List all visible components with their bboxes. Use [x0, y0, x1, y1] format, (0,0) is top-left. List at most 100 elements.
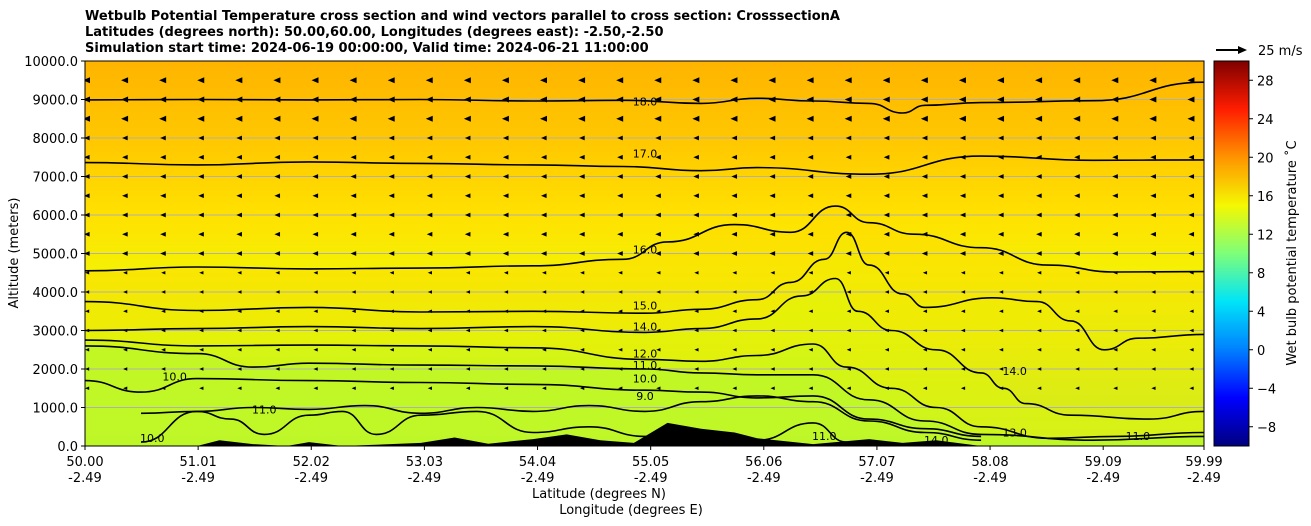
- wind-vector: [656, 347, 661, 352]
- wind-vector: [197, 115, 205, 122]
- quiver-key-arrowhead-icon: [1238, 46, 1247, 54]
- wind-vector: [1037, 367, 1042, 371]
- contour-line-15.0: [85, 231, 1204, 351]
- wind-vector: [846, 270, 851, 275]
- wind-vector: [920, 96, 928, 103]
- wind-vector: [350, 193, 357, 199]
- wind-vector: [883, 135, 890, 141]
- wind-vector: [351, 290, 356, 294]
- contour-label: 11.0: [1126, 430, 1151, 443]
- wind-vector: [692, 115, 700, 122]
- wind-vector: [85, 270, 90, 275]
- wind-vector: [1036, 251, 1042, 256]
- wind-vector: [313, 309, 318, 314]
- wind-vector: [998, 174, 1004, 179]
- wind-vector: [388, 231, 395, 237]
- wind-vector: [313, 347, 318, 352]
- wind-vector: [313, 290, 318, 294]
- wind-vector: [618, 309, 623, 314]
- wind-vector: [160, 251, 166, 256]
- wind-vector: [579, 251, 585, 256]
- wind-vector: [427, 290, 432, 294]
- wind-vector: [85, 96, 90, 103]
- wind-vector: [960, 367, 966, 371]
- wind-vector: [769, 193, 776, 199]
- wind-vector: [770, 386, 775, 391]
- wind-vector: [579, 193, 585, 199]
- wind-vector: [464, 193, 471, 199]
- wind-vector: [1075, 290, 1080, 294]
- wind-vector: [123, 386, 128, 391]
- wind-vector: [1074, 154, 1080, 160]
- wind-vector: [1074, 212, 1080, 218]
- wind-vector: [1151, 270, 1156, 275]
- wind-vector: [921, 135, 928, 141]
- wind-vector: [1187, 96, 1195, 103]
- wind-vector: [692, 96, 700, 103]
- wind-vector: [580, 347, 585, 352]
- wind-vector: [312, 193, 319, 199]
- contour-label: 16.0: [633, 244, 658, 257]
- wind-vector: [959, 135, 966, 141]
- wind-vector: [693, 135, 699, 141]
- wind-vector: [768, 96, 776, 103]
- wind-vector: [922, 290, 928, 294]
- wind-vector: [730, 96, 738, 103]
- x-tick-label-lat: 59.99: [1185, 455, 1222, 470]
- wind-vector: [1150, 154, 1156, 160]
- wind-vector: [1151, 290, 1156, 294]
- wind-vector: [313, 270, 318, 275]
- wind-vector: [236, 251, 242, 256]
- wind-vector: [846, 328, 851, 333]
- colorbar-tick-label: 16: [1257, 190, 1274, 205]
- wind-vector: [275, 386, 280, 391]
- wind-vector: [882, 77, 890, 84]
- wind-vector: [654, 77, 662, 84]
- wind-vector: [1073, 77, 1081, 84]
- wind-vector: [85, 231, 90, 237]
- wind-vector: [616, 96, 624, 103]
- wind-vector: [656, 290, 661, 294]
- wind-vector: [656, 270, 661, 275]
- wind-vector: [617, 154, 623, 160]
- wind-vector: [273, 77, 281, 84]
- wind-vector: [1113, 328, 1118, 333]
- wind-vector: [1035, 115, 1043, 122]
- wind-vector: [161, 328, 166, 333]
- wind-vector: [123, 347, 128, 352]
- wind-vector: [578, 77, 586, 84]
- wind-vector: [732, 386, 737, 391]
- wind-vector: [426, 212, 433, 218]
- wind-vector: [999, 386, 1004, 391]
- wind-vector: [1037, 309, 1042, 314]
- wind-vector: [654, 115, 662, 122]
- wind-vector: [159, 77, 167, 84]
- y-tick-label: 7000.0: [33, 171, 79, 186]
- wind-vector: [731, 251, 738, 256]
- wind-vector: [921, 174, 928, 179]
- wind-vector: [580, 270, 585, 275]
- wind-vector: [160, 231, 166, 237]
- wind-vector: [655, 193, 661, 199]
- wind-vector: [1113, 347, 1118, 352]
- wind-vector: [198, 231, 204, 237]
- wind-vector: [770, 347, 775, 352]
- wind-vector: [882, 115, 890, 122]
- wind-vector: [121, 115, 129, 122]
- wind-vector: [389, 270, 394, 275]
- quiver-key: 25 m/s: [1216, 44, 1303, 59]
- wind-vector: [578, 115, 586, 122]
- wind-vector: [844, 96, 852, 103]
- x-tick-label-lat: 58.08: [971, 455, 1008, 470]
- wind-vector: [920, 77, 928, 84]
- wind-vector: [542, 386, 547, 391]
- wind-vector: [694, 367, 699, 371]
- wind-vector: [1037, 270, 1042, 275]
- wind-vector: [465, 347, 471, 352]
- wind-vector: [618, 367, 623, 371]
- wind-vector: [1150, 174, 1156, 179]
- wind-vector: [1113, 309, 1118, 314]
- wind-vector: [389, 386, 394, 391]
- wind-vector: [160, 174, 166, 179]
